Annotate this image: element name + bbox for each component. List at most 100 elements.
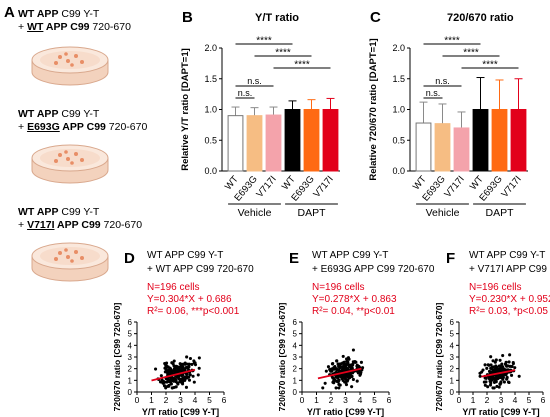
scatter-point-d — [174, 385, 178, 389]
scatter-point-d — [188, 373, 192, 377]
scatter-point-d — [185, 372, 189, 376]
y-axis-label-e: 720/670 ratio [C99 720-670] — [277, 302, 287, 411]
scatter-point-d — [184, 385, 189, 389]
scatter-point-e — [350, 385, 354, 389]
scatter-point-f — [483, 363, 487, 367]
scatter-point-d — [178, 365, 183, 369]
scatter-point-e — [323, 381, 327, 385]
fit-annotation-d: Y=0.304*X + 0.686 — [147, 294, 232, 305]
bar-c-3 — [472, 109, 489, 172]
scatter-point-f — [493, 378, 497, 382]
cond-2-line1-bold: WT APP — [18, 108, 59, 120]
cond-2-line2-underlined: E693G — [27, 121, 60, 133]
x-tick-label-f: 0 — [457, 395, 462, 405]
y-tick-label-d: 4 — [128, 341, 133, 350]
x-tick-label-b: V717I — [311, 174, 335, 200]
group-label-c: Vehicle — [426, 207, 460, 219]
scatter-point-e — [328, 368, 332, 372]
cond-2-line1-rest: C99 Y-T — [58, 108, 100, 120]
x-tick-label-c: V717I — [442, 174, 466, 200]
scatter-point-e — [358, 373, 362, 377]
scatter-point-e — [335, 359, 339, 363]
fit-annotation-d: N=196 cells — [147, 282, 200, 293]
cond-3-line2-prefix: + — [18, 219, 28, 231]
scatter-title-line1-e: WT APP C99 Y-T — [312, 250, 388, 261]
x-tick-label-f: 6 — [541, 395, 546, 405]
scatter-point-d — [172, 369, 176, 373]
scatter-point-f — [510, 373, 514, 377]
cond-2-line2-bold: APP C99 — [59, 121, 106, 133]
cond-1-line2-prefix: + — [18, 21, 28, 33]
scatter-point-e — [347, 363, 351, 367]
y-tick-label-f: 5 — [450, 330, 455, 339]
scatter-point-d — [160, 378, 164, 382]
cond-2-line2-rest: 720-670 — [105, 121, 148, 133]
scatter-point-e — [359, 360, 363, 364]
scatter-point-f — [492, 368, 496, 372]
y-tick-label-e: 2 — [293, 365, 298, 374]
x-axis-label-f: Y/T ratio [C99 Y-T] — [462, 407, 539, 417]
cond-1-line1-rest: C99 Y-T — [58, 8, 100, 20]
chart-title-b: Y/T ratio — [255, 12, 299, 24]
y-tick-label-f: 2 — [450, 365, 455, 374]
scatter-point-f — [504, 360, 508, 364]
cond-2-line2-prefix: + — [18, 121, 28, 133]
y-tick-label-b: 1.5 — [204, 74, 217, 84]
y-axis-label-f: 720/670 ratio [C99 720-670] — [434, 302, 444, 411]
significance-label-c: **** — [463, 48, 479, 59]
x-tick-label-d: 4 — [193, 395, 198, 405]
scatter-point-e — [336, 362, 340, 366]
y-tick-label-d: 2 — [128, 365, 133, 374]
y-tick-label-e: 0 — [293, 388, 298, 397]
fit-annotation-f: Y=0.230*X + 0.952 — [469, 294, 550, 305]
scatter-point-d — [187, 365, 191, 369]
x-tick-label-e: 1 — [314, 395, 319, 405]
cond-1-line1-bold: WT APP — [18, 8, 59, 20]
scatter-point-d — [192, 380, 196, 384]
scatter-point-d — [177, 377, 181, 381]
y-tick-label-d: 5 — [128, 330, 133, 339]
scatter-point-f — [504, 363, 508, 367]
scatter-point-d — [175, 375, 179, 379]
scatter-point-d — [165, 380, 169, 384]
y-tick-label-d: 6 — [128, 318, 133, 327]
scatter-point-e — [351, 362, 355, 366]
scatter-point-f — [489, 363, 493, 367]
scatter-point-d — [164, 363, 168, 367]
y-axis-label-b: Relative Y/T ratio [DAPT=1] — [180, 48, 191, 171]
y-tick-label-c: 0.5 — [392, 135, 405, 145]
cond-1-line2-underlined: WT — [27, 21, 44, 33]
scatter-point-f — [486, 385, 490, 389]
scatter-point-f — [490, 365, 494, 369]
fit-annotation-f: N=196 cells — [469, 282, 522, 293]
bar-b-5 — [322, 109, 339, 172]
scatter-point-f — [502, 380, 506, 384]
scatter-point-d — [162, 384, 166, 388]
scatter-point-e — [351, 377, 355, 381]
scatter-point-d — [161, 381, 165, 385]
scatter-point-e — [346, 356, 350, 360]
fit-line-f — [481, 369, 516, 378]
x-tick-label-b: V717I — [254, 174, 278, 200]
significance-label-b: n.s. — [238, 88, 253, 98]
scatter-point-f — [511, 360, 515, 365]
x-axis-label-e: Y/T ratio [C99 Y-T] — [307, 407, 384, 417]
cond-3-line1-rest: C99 Y-T — [58, 206, 100, 218]
panel-letter-c: C — [370, 9, 381, 26]
scatter-point-f — [488, 383, 493, 387]
scatter-point-f — [507, 360, 511, 364]
panel-letter-a: A — [4, 4, 15, 21]
panel-letter-b: B — [182, 9, 193, 26]
panel-letter-f: F — [446, 250, 455, 267]
bar-b-4 — [303, 109, 320, 172]
scatter-point-e — [344, 380, 348, 384]
scatter-point-e — [326, 365, 331, 369]
y-tick-label-b: 2.0 — [204, 43, 217, 53]
scatter-title-line1-d: WT APP C99 Y-T — [147, 250, 223, 261]
y-tick-label-b: 1.0 — [204, 105, 217, 115]
scatter-point-e — [350, 365, 354, 370]
y-tick-label-d: 0 — [128, 388, 133, 397]
x-tick-label-d: 3 — [178, 395, 183, 405]
scatter-point-d — [159, 374, 163, 378]
